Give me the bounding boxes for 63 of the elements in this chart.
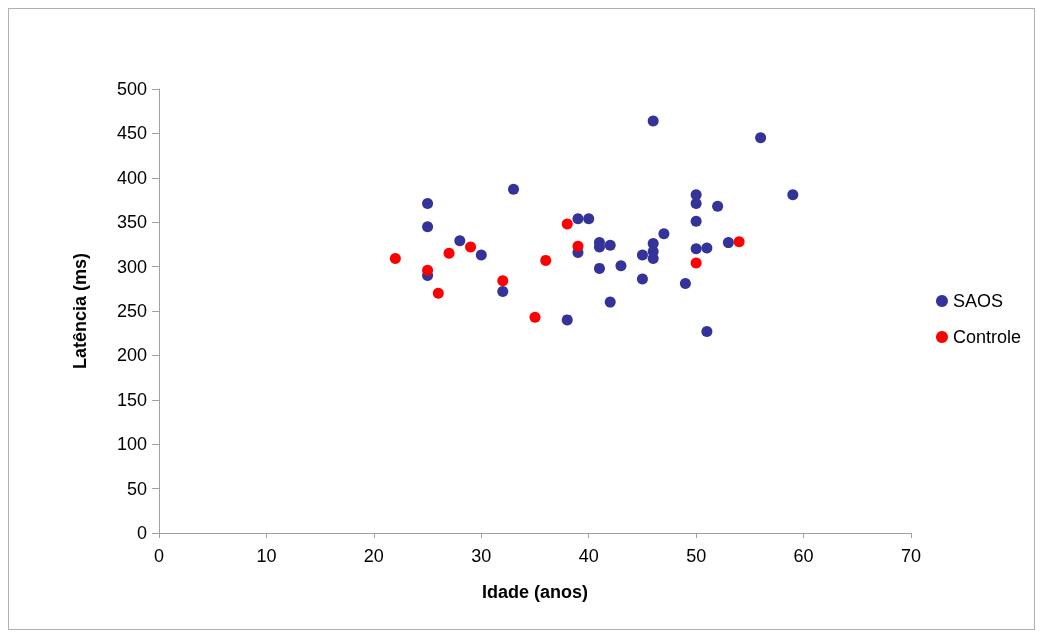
point <box>679 277 691 289</box>
y-tick-label: 150 <box>116 389 147 410</box>
point <box>787 189 799 201</box>
legend-label: SAOS <box>952 291 1003 311</box>
point <box>422 264 434 276</box>
point <box>572 240 584 252</box>
point <box>443 247 455 259</box>
point <box>540 254 552 266</box>
point <box>690 243 702 255</box>
point <box>647 253 659 265</box>
y-tick-label: 250 <box>116 301 147 321</box>
point <box>701 242 713 254</box>
x-tick-label: 30 <box>471 546 492 566</box>
point <box>733 236 745 248</box>
y-tick-label: 50 <box>126 478 147 499</box>
point <box>465 241 477 253</box>
y-tick-label: 200 <box>116 345 147 366</box>
y-tick-label: 400 <box>116 167 147 188</box>
legend-label: Controle <box>952 327 1022 347</box>
x-tick-label: 60 <box>793 546 814 566</box>
y-tick-label: 350 <box>116 212 147 233</box>
point <box>475 249 487 261</box>
point <box>572 213 584 225</box>
point <box>497 285 509 297</box>
point <box>432 287 444 299</box>
point <box>454 235 466 247</box>
point <box>712 200 724 212</box>
point <box>422 221 434 233</box>
point <box>701 325 713 337</box>
x-tick-label: 10 <box>256 546 277 566</box>
y-tick-label: 300 <box>116 256 147 277</box>
x-tick-label: 50 <box>686 546 707 566</box>
point <box>615 260 627 272</box>
point <box>636 273 648 285</box>
y-tick-label: 500 <box>116 79 147 99</box>
x-tick-label: 0 <box>153 546 165 566</box>
point <box>508 183 520 195</box>
point <box>583 213 595 225</box>
x-tick-label: 70 <box>900 546 922 566</box>
point <box>755 132 767 144</box>
point <box>722 237 734 249</box>
y-tick-label: 100 <box>116 434 147 455</box>
point <box>647 115 659 127</box>
point <box>690 198 702 210</box>
point <box>690 257 702 269</box>
point <box>497 275 509 287</box>
point <box>604 296 616 308</box>
point <box>422 198 434 210</box>
point <box>561 314 573 326</box>
point <box>636 249 648 261</box>
point <box>690 215 702 227</box>
x-tick-label: 40 <box>578 546 599 566</box>
y-tick-label: 0 <box>136 523 147 543</box>
x-tick-label: 20 <box>363 546 384 566</box>
point <box>593 262 605 274</box>
point <box>389 253 401 265</box>
point <box>658 228 670 240</box>
point <box>604 239 616 251</box>
x-axis-title: Idade (anos) <box>481 582 589 602</box>
point <box>561 218 573 230</box>
point <box>529 311 541 323</box>
y-tick-label: 450 <box>116 123 147 144</box>
y-axis-title: Latência (ms) <box>70 252 90 370</box>
